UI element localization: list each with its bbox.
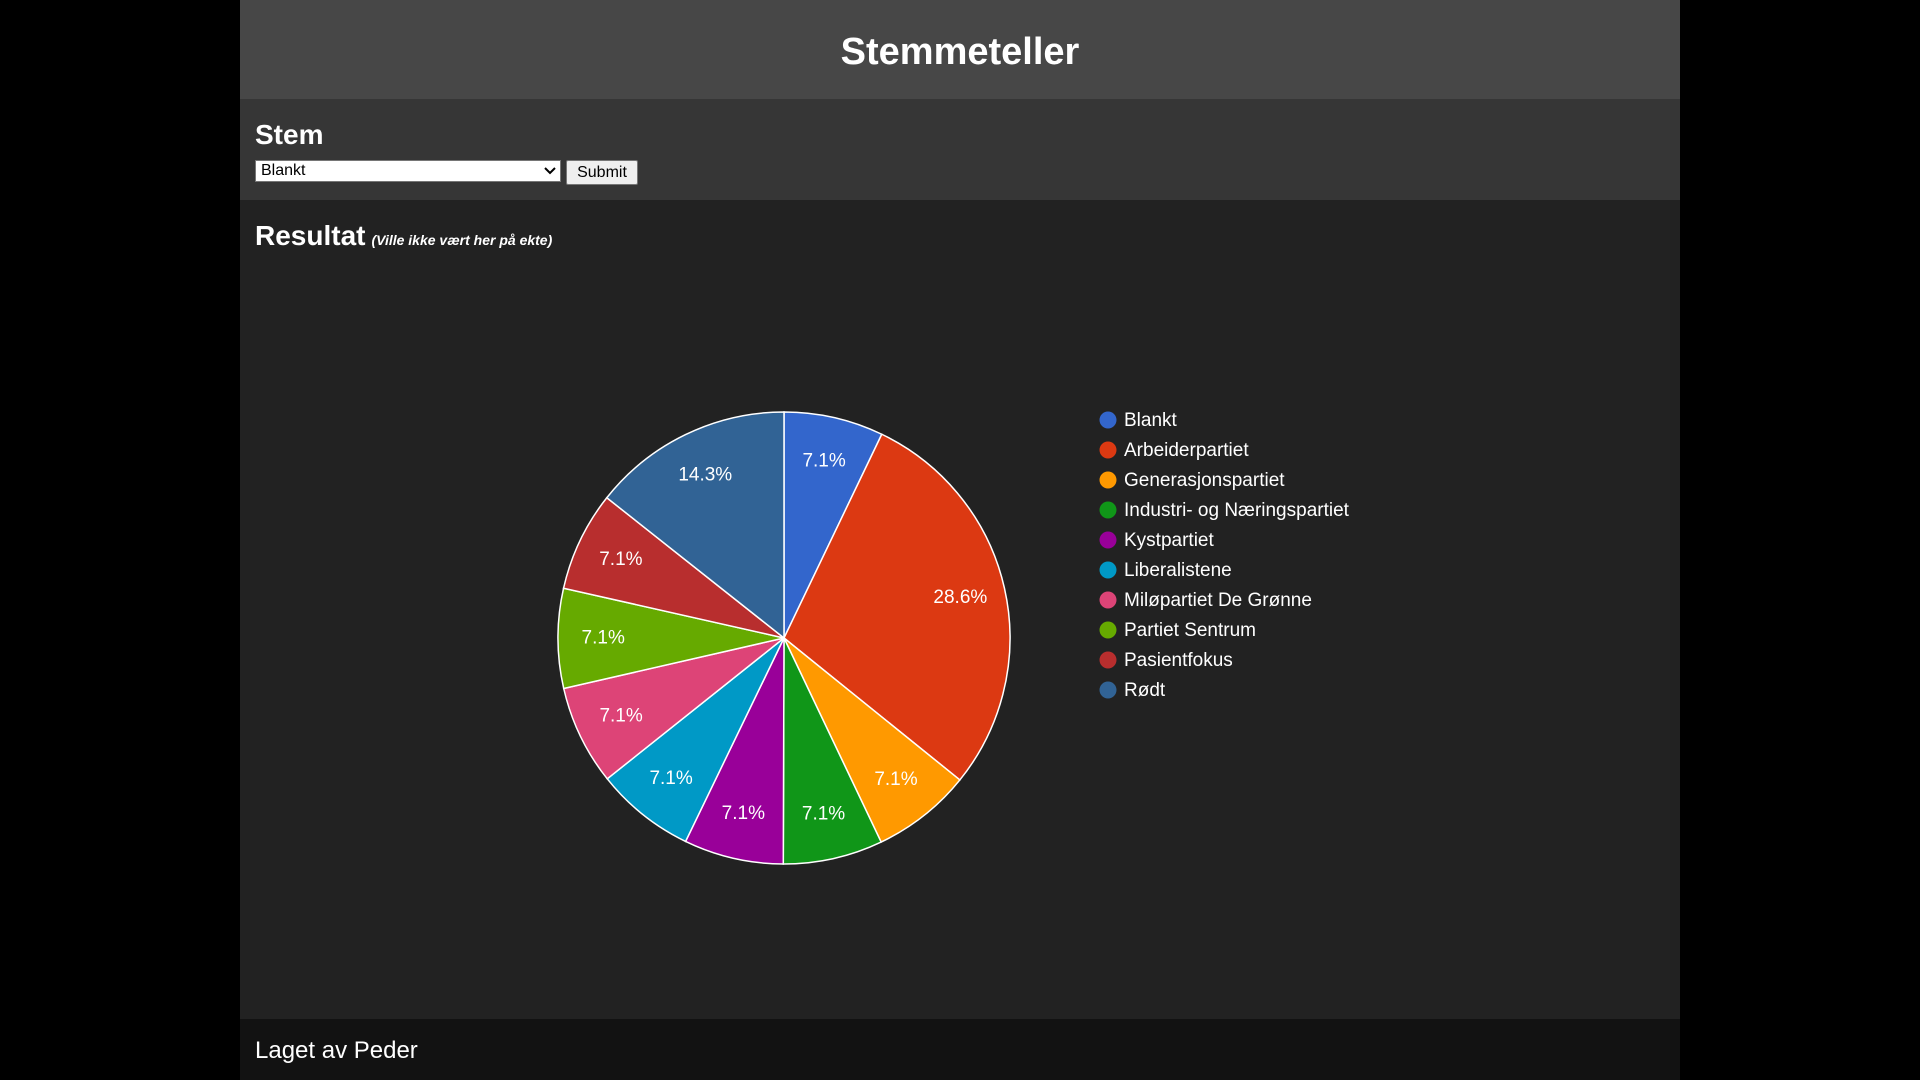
legend-swatch xyxy=(1099,441,1117,459)
slice-label: 7.1% xyxy=(599,549,642,570)
pie-slice xyxy=(783,433,1011,781)
legend-swatch xyxy=(1099,501,1117,519)
vote-section: Stem Blankt Submit xyxy=(240,99,1680,200)
slice-label: 7.1% xyxy=(722,803,765,824)
pie-slice xyxy=(783,637,961,844)
section-heading: Resultat (Ville ikke vært her på ekte) xyxy=(255,220,552,252)
pie-slice xyxy=(562,637,785,780)
legend-swatch xyxy=(1099,651,1117,669)
slice-label: 14.3% xyxy=(678,464,732,485)
slice-label: 7.1% xyxy=(802,451,845,472)
legend-label: Kystpartiet xyxy=(1124,530,1214,551)
pie-slice xyxy=(605,411,785,640)
legend-swatch xyxy=(1099,411,1117,429)
footer: Laget av Peder xyxy=(240,1019,1680,1080)
slice-label: 7.1% xyxy=(582,627,625,648)
legend-swatch xyxy=(1099,471,1117,489)
legend-label: Liberalistene xyxy=(1124,560,1232,581)
legend-label: Rødt xyxy=(1124,680,1166,701)
legend-label: Partiet Sentrum xyxy=(1124,620,1256,641)
chart: 7.1% 28.6% 7.1% 7.1% 7.1% 7.1% 7.1% 7.1% 7.1% 14.… xyxy=(557,410,1350,865)
legend-swatch xyxy=(1099,591,1117,609)
pie-slice xyxy=(783,411,883,639)
section-heading: Stem xyxy=(255,119,324,150)
legend-label: Generasjonspartiet xyxy=(1124,470,1285,491)
party-select[interactable]: Blankt xyxy=(255,160,561,182)
legend-label: Industri- og Næringspartiet xyxy=(1124,500,1350,521)
chart-subtitle: (Ville ikke vært her på ekte) xyxy=(371,232,553,248)
legend-label: Pasientfokus xyxy=(1124,650,1233,671)
pie-slice xyxy=(606,637,785,843)
pie-slice xyxy=(782,637,883,865)
content: Stemmeteller Stem Blankt Submit 7.1% 28.6… xyxy=(240,0,1680,1080)
chart-title: Resultat xyxy=(255,220,366,251)
footer-text: Laget av Peder xyxy=(255,1037,418,1064)
result-section: 7.1% 28.6% 7.1% 7.1% 7.1% 7.1% 7.1% 7.1% 7.1% 14.… xyxy=(240,200,1680,1019)
slice-label: 7.1% xyxy=(599,705,642,726)
submit-button[interactable]: Submit xyxy=(566,160,638,185)
legend-swatch xyxy=(1099,621,1117,639)
legend-label: Blankt xyxy=(1124,410,1178,431)
legend-swatch xyxy=(1099,681,1117,699)
legend-label: Miløpartiet De Grønne xyxy=(1124,590,1312,611)
select-value: Blankt xyxy=(261,162,306,179)
dropdown-arrow xyxy=(544,167,556,175)
pie-slice xyxy=(557,587,785,690)
pie-slice xyxy=(562,496,785,639)
legend-swatch xyxy=(1099,561,1117,579)
header: Stemmeteller xyxy=(240,0,1680,99)
slice-label: 7.1% xyxy=(874,769,917,790)
legend-label: Arbeiderpartiet xyxy=(1124,440,1249,461)
legend-swatch xyxy=(1099,531,1117,549)
slice-label: 28.6% xyxy=(933,587,987,608)
pie-slice xyxy=(684,637,785,865)
slice-label: 7.1% xyxy=(802,803,845,824)
slice-label: 7.1% xyxy=(649,768,692,789)
